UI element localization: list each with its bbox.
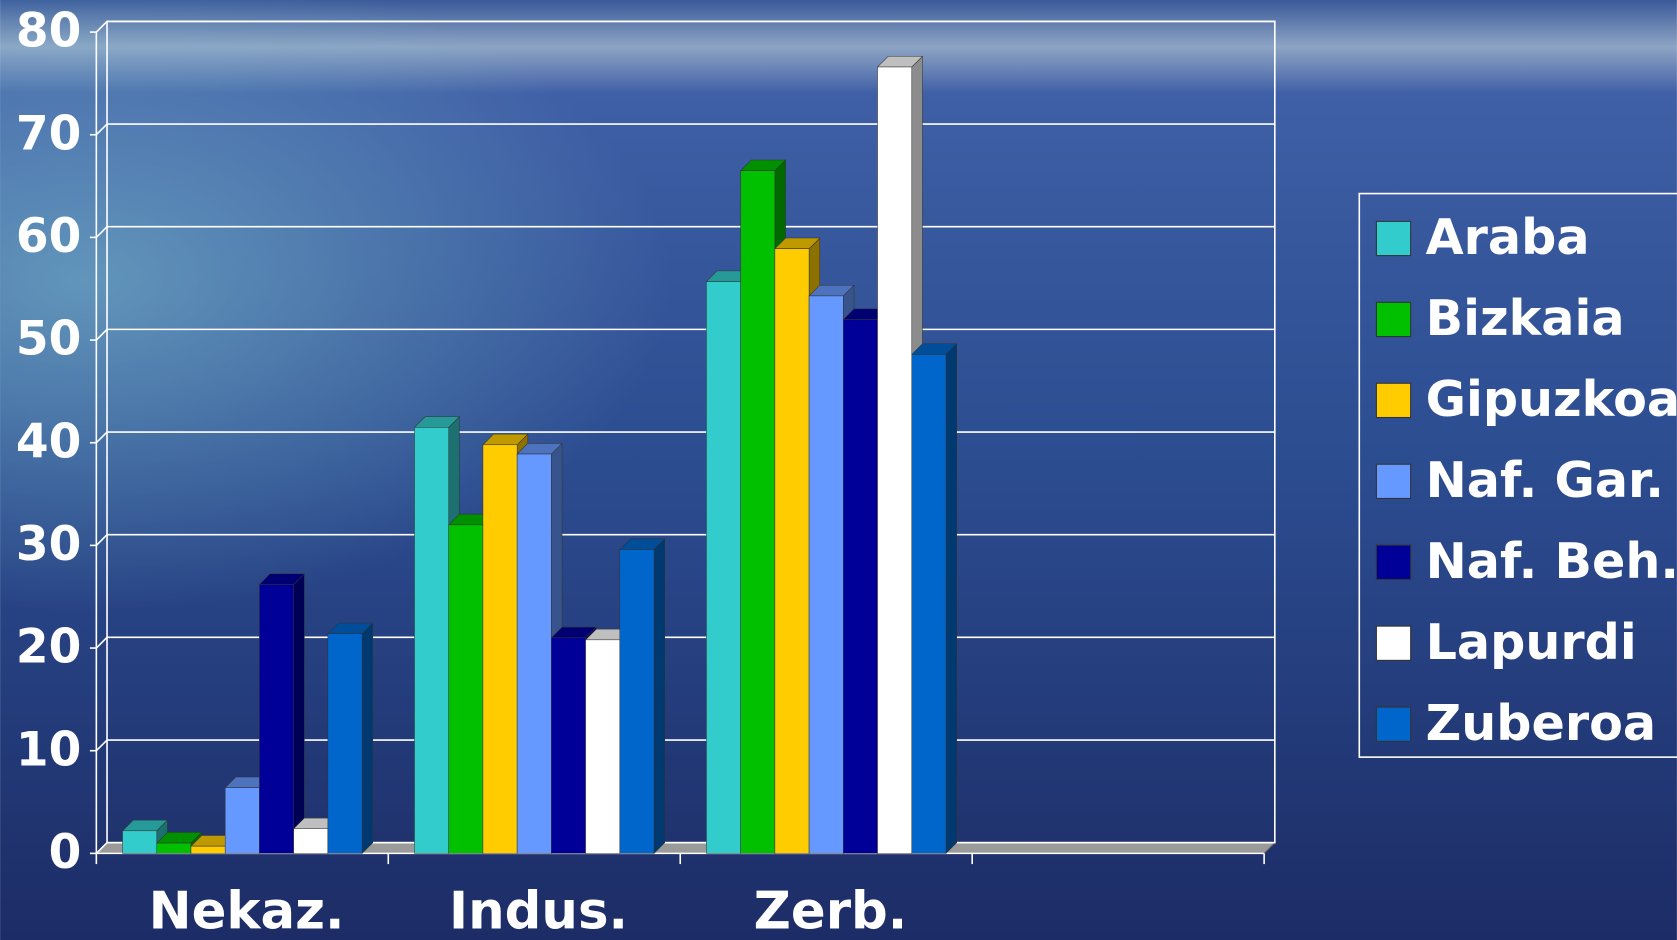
legend-swatch (1375, 706, 1412, 742)
bar-front (224, 787, 260, 854)
bar (619, 538, 666, 855)
bar-front (448, 524, 484, 854)
legend-label: Zuberoa (1426, 694, 1657, 752)
bar-side (361, 622, 374, 855)
bar-front (740, 170, 776, 854)
legend-label: Naf. Beh. (1426, 532, 1677, 590)
y-tick-label: 30 (16, 517, 81, 572)
y-tick-label: 40 (16, 414, 81, 469)
bar-side (293, 573, 305, 855)
legend-label: Lapurdi (1426, 613, 1637, 671)
grid-line-side (95, 20, 108, 33)
bar-front (774, 248, 810, 854)
bar-front (706, 281, 741, 854)
legend-label: Bizkaia (1426, 289, 1625, 347)
bar-front (843, 319, 878, 854)
bar-side (945, 343, 957, 855)
bar-front (551, 637, 586, 854)
legend-swatch (1375, 220, 1412, 257)
bar-front (585, 639, 621, 854)
bar-front (808, 295, 844, 854)
grid-line-side (95, 842, 108, 854)
bar-front (911, 354, 947, 854)
bar-front (156, 842, 192, 854)
y-tick-label: 60 (16, 209, 81, 264)
x-tick-label: Indus. (449, 881, 628, 940)
y-tick-label: 50 (16, 312, 81, 367)
bar-front (190, 845, 226, 854)
x-tick-label: Zerb. (754, 881, 908, 940)
y-tick-label: 20 (16, 620, 81, 675)
legend-swatch (1375, 301, 1412, 338)
bar-front (122, 830, 158, 854)
bar-front (516, 453, 552, 854)
bar (121, 819, 169, 855)
plot-area: 0 10 20 30 40 50 60 70 80 Nekaz. Indus. Zerb. (16, 4, 1277, 940)
legend-swatch (1375, 625, 1412, 661)
bar-front (259, 584, 294, 854)
grid-line-side (95, 534, 108, 546)
legend-label: Naf. Gar. (1426, 451, 1664, 509)
y-tick-label: 80 (16, 4, 81, 59)
bar-front (414, 427, 449, 854)
legend-box (1358, 192, 1677, 758)
legend-swatch (1375, 463, 1412, 499)
y-tick-label: 0 (49, 825, 82, 880)
grid-line-side (95, 739, 108, 752)
legend-label: Gipuzkoa (1426, 370, 1677, 428)
grid-line-side (95, 431, 108, 444)
y-tick-label: 70 (16, 106, 81, 161)
grid-line-side (95, 636, 108, 649)
legend-swatch (1375, 544, 1412, 580)
bar-side (653, 538, 665, 855)
grid-line-side (95, 123, 108, 136)
grid-line-side (95, 328, 108, 341)
y-tick-label: 10 (16, 722, 81, 777)
bar (258, 573, 305, 855)
bar-front (877, 66, 913, 854)
bar (327, 622, 374, 855)
bar-front (327, 633, 363, 854)
bar-front (482, 444, 518, 854)
bar-front (619, 549, 655, 854)
bar-front (293, 828, 329, 854)
legend-label: Araba (1426, 208, 1590, 266)
legend-swatch (1375, 382, 1412, 419)
x-tick-label: Nekaz. (149, 881, 345, 940)
grid-line-side (95, 226, 108, 238)
bar (911, 343, 958, 855)
